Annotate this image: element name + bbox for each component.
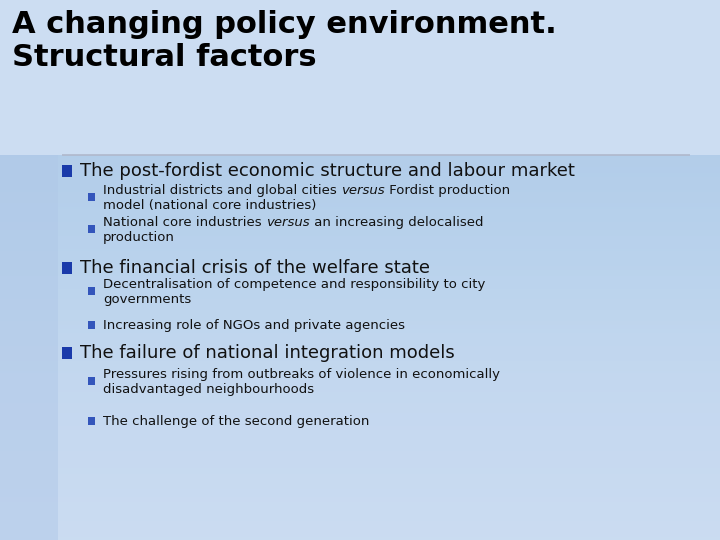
Text: A changing policy environment.: A changing policy environment. — [12, 10, 557, 39]
Text: model (national core industries): model (national core industries) — [103, 199, 316, 212]
Bar — [62, 347, 72, 359]
Text: disadvantaged neighbourhoods: disadvantaged neighbourhoods — [103, 383, 314, 396]
Text: The financial crisis of the welfare state: The financial crisis of the welfare stat… — [80, 259, 430, 277]
Text: an increasing delocalised: an increasing delocalised — [310, 216, 483, 229]
Text: Fordist production: Fordist production — [384, 184, 510, 197]
Text: production: production — [103, 231, 175, 244]
Text: Increasing role of NGOs and private agencies: Increasing role of NGOs and private agen… — [103, 320, 405, 333]
Text: Structural factors: Structural factors — [12, 43, 317, 72]
Bar — [88, 377, 95, 385]
Text: The post-fordist economic structure and labour market: The post-fordist economic structure and … — [80, 162, 575, 180]
Bar — [88, 287, 95, 295]
Bar — [0, 0, 720, 155]
Text: National core industries: National core industries — [103, 216, 266, 229]
Bar — [62, 262, 72, 274]
Bar — [88, 193, 95, 201]
Text: governments: governments — [103, 293, 192, 306]
Bar — [0, 0, 58, 540]
Bar — [88, 417, 95, 425]
Bar — [62, 165, 72, 177]
Text: versus: versus — [341, 184, 384, 197]
Text: Pressures rising from outbreaks of violence in economically: Pressures rising from outbreaks of viole… — [103, 368, 500, 381]
Text: The challenge of the second generation: The challenge of the second generation — [103, 415, 369, 429]
Text: Decentralisation of competence and responsibility to city: Decentralisation of competence and respo… — [103, 278, 485, 291]
Text: Industrial districts and global cities: Industrial districts and global cities — [103, 184, 341, 197]
Bar — [88, 225, 95, 233]
Text: versus: versus — [266, 216, 310, 229]
Bar — [88, 321, 95, 329]
Text: The failure of national integration models: The failure of national integration mode… — [80, 344, 455, 362]
